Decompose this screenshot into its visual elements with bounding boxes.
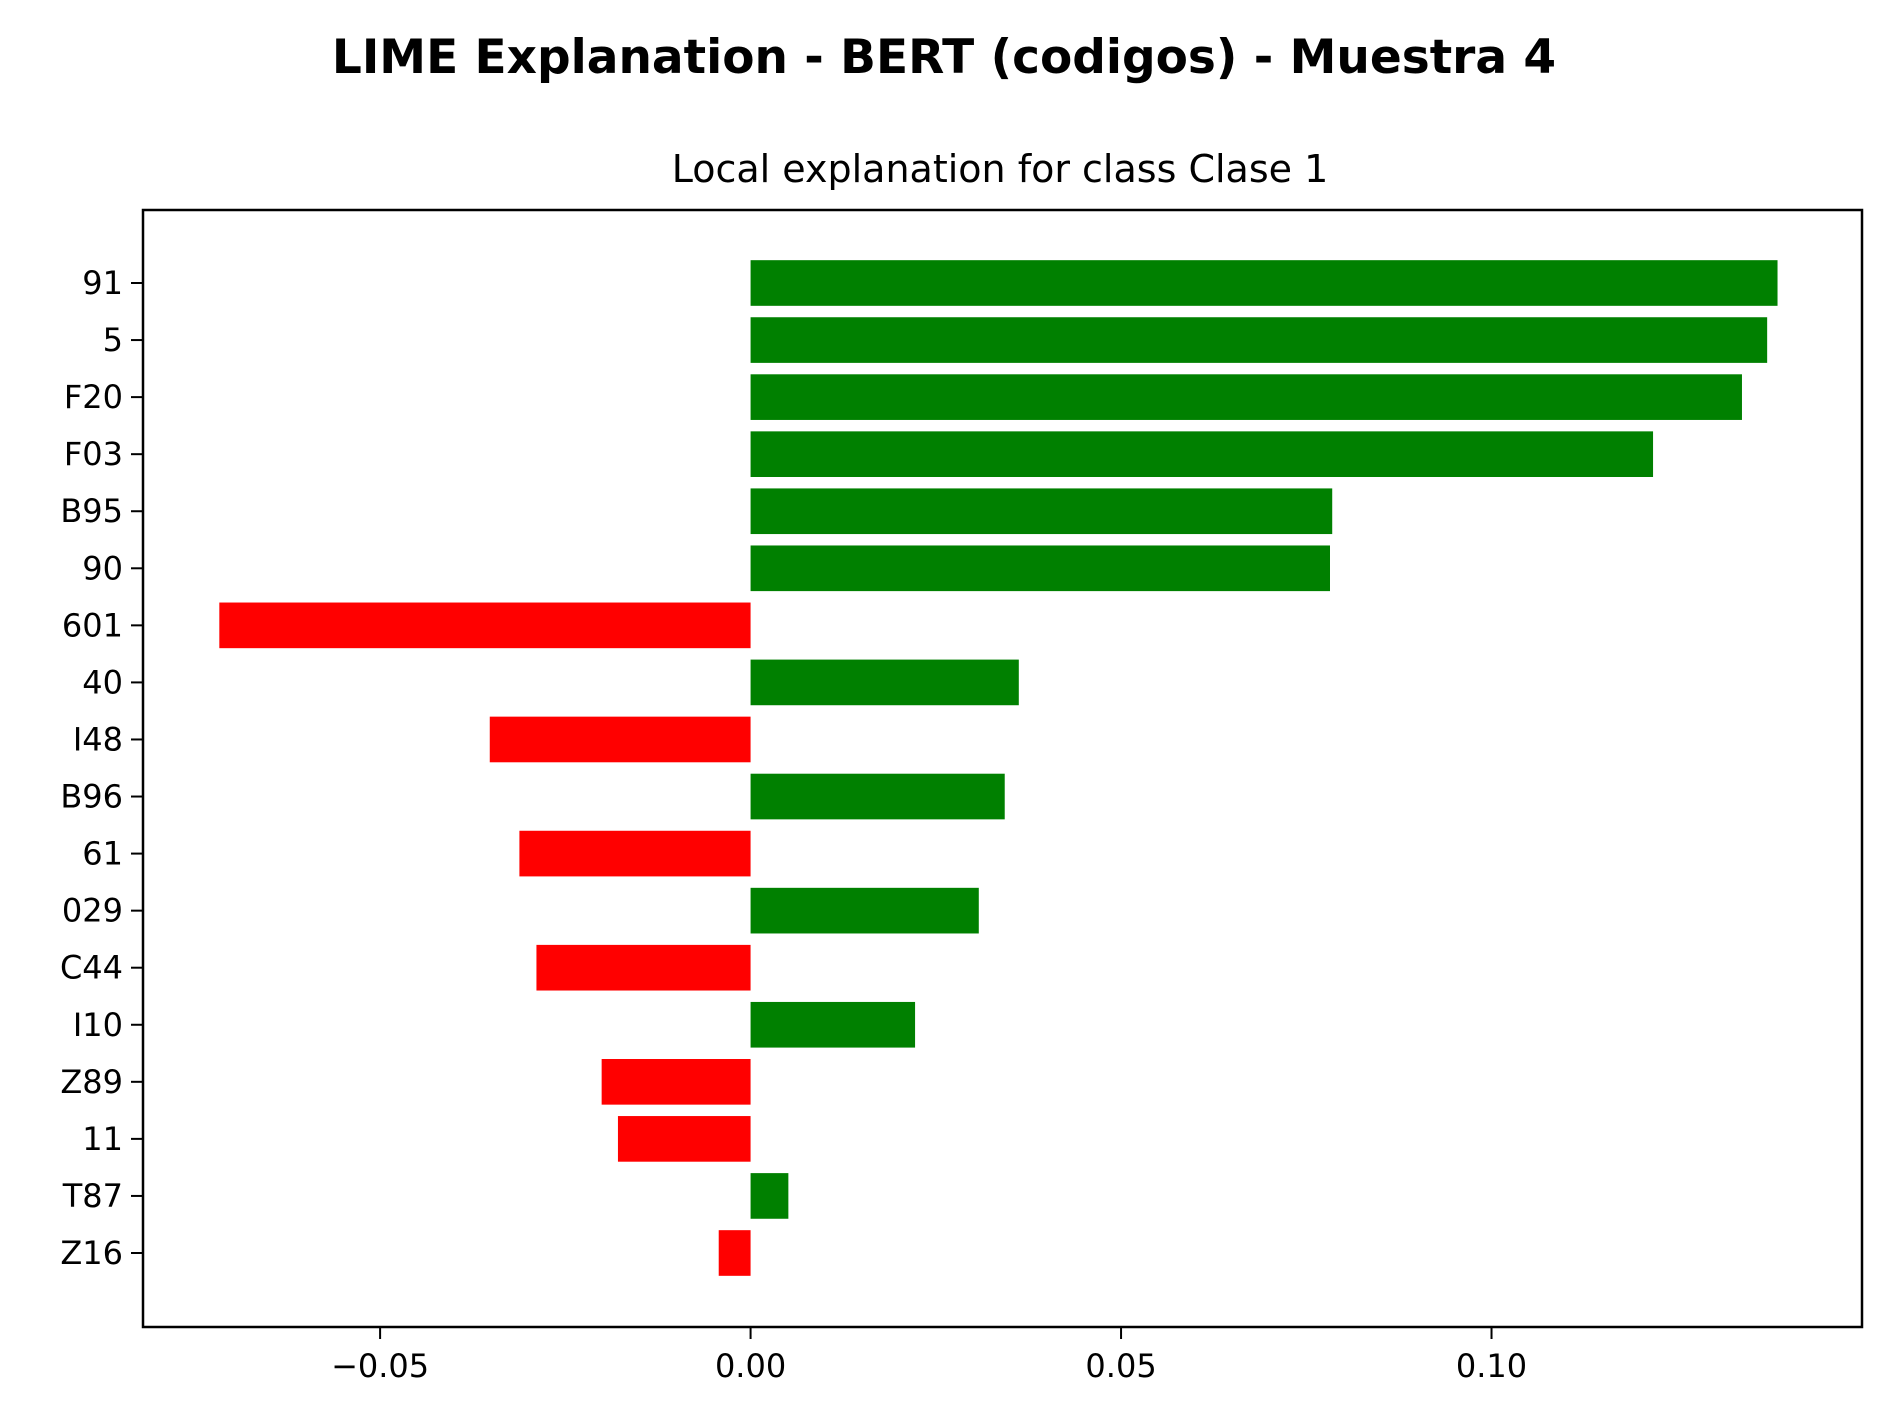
bar-C44	[536, 944, 751, 991]
y-axis-ticks: 91 5 F20 F03 B95 90 601 40 I48 B96 61 029 C44 I10 Z89 1…	[60, 264, 143, 1272]
x-tick-label: 0.00	[715, 1347, 786, 1385]
y-tick-label: I10	[73, 1006, 123, 1044]
plot-frame	[141, 208, 1864, 1329]
chart-title: Local explanation for class Clase 1	[672, 147, 1329, 191]
y-tick-label: F03	[64, 435, 123, 473]
bar-90	[750, 545, 1330, 592]
y-tick-label: 40	[82, 663, 123, 701]
y-tick-label: 029	[62, 892, 123, 930]
bar-61	[519, 830, 751, 877]
bar-B95	[750, 488, 1333, 535]
y-tick-label: T87	[62, 1177, 123, 1215]
y-tick-label: I48	[73, 720, 123, 758]
x-tick-label: 0.05	[1085, 1347, 1156, 1385]
bar-91	[750, 260, 1778, 306]
bar-Z89	[601, 1059, 751, 1105]
bar-F20	[750, 374, 1742, 420]
y-tick-label: 601	[62, 606, 123, 644]
bar-601	[219, 602, 751, 649]
figure-title: LIME Explanation - BERT (codigos) - Mues…	[332, 30, 1556, 85]
bar-11	[617, 1116, 751, 1162]
y-tick-label: 90	[82, 549, 123, 587]
y-tick-label: Z89	[60, 1063, 123, 1101]
bars-group	[219, 260, 1778, 1276]
bar-B96	[750, 773, 1005, 820]
y-tick-label: 11	[82, 1120, 123, 1158]
y-tick-label: C44	[60, 949, 123, 987]
x-tick-label: 0.10	[1456, 1347, 1527, 1385]
y-tick-label: 5	[103, 321, 123, 359]
bar-40	[750, 659, 1019, 706]
bar-F03	[750, 431, 1654, 477]
x-tick-label: −0.05	[331, 1347, 429, 1385]
y-tick-label: B95	[60, 492, 123, 530]
bar-Z16	[718, 1230, 751, 1276]
y-tick-label: 91	[82, 264, 123, 302]
bar-I48	[489, 716, 751, 763]
y-tick-label: 61	[82, 835, 123, 873]
x-axis-ticks: −0.05 0.00 0.05 0.10	[331, 1327, 1527, 1385]
y-tick-label: F20	[64, 378, 123, 416]
y-tick-label: Z16	[60, 1234, 123, 1272]
bar-029	[750, 887, 979, 934]
bar-5	[750, 317, 1768, 363]
bar-I10	[750, 1001, 916, 1048]
y-tick-label: B96	[60, 778, 123, 816]
bar-T87	[750, 1173, 789, 1219]
